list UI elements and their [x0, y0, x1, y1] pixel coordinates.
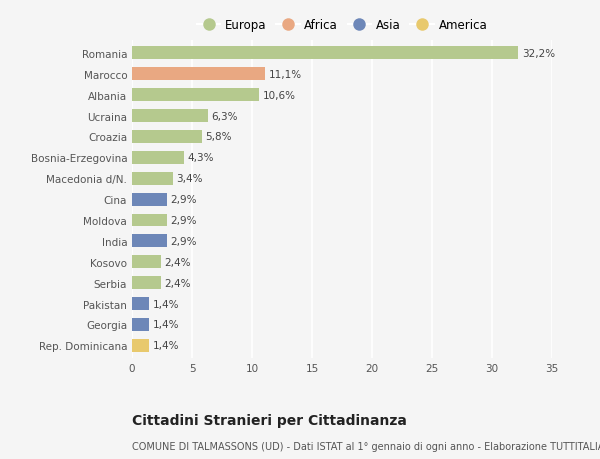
- Text: 2,9%: 2,9%: [170, 236, 197, 246]
- Bar: [132, 256, 161, 269]
- Bar: [132, 297, 149, 310]
- Text: 2,9%: 2,9%: [170, 216, 197, 225]
- Bar: [132, 68, 265, 81]
- Text: 1,4%: 1,4%: [152, 341, 179, 351]
- Legend: Europa, Africa, Asia, America: Europa, Africa, Asia, America: [193, 16, 491, 35]
- Bar: [132, 47, 518, 60]
- Text: 2,9%: 2,9%: [170, 195, 197, 205]
- Bar: [132, 193, 167, 206]
- Bar: [132, 318, 149, 331]
- Text: 4,3%: 4,3%: [187, 153, 214, 163]
- Text: 10,6%: 10,6%: [263, 90, 296, 101]
- Bar: [132, 339, 149, 352]
- Text: 3,4%: 3,4%: [176, 174, 203, 184]
- Bar: [132, 151, 184, 164]
- Text: COMUNE DI TALMASSONS (UD) - Dati ISTAT al 1° gennaio di ogni anno - Elaborazione: COMUNE DI TALMASSONS (UD) - Dati ISTAT a…: [132, 441, 600, 451]
- Text: 2,4%: 2,4%: [164, 278, 191, 288]
- Bar: [132, 110, 208, 123]
- Text: 5,8%: 5,8%: [205, 132, 232, 142]
- Bar: [132, 173, 173, 185]
- Text: 2,4%: 2,4%: [164, 257, 191, 267]
- Text: 11,1%: 11,1%: [269, 70, 302, 80]
- Bar: [132, 131, 202, 144]
- Bar: [132, 214, 167, 227]
- Text: 6,3%: 6,3%: [211, 112, 238, 121]
- Text: 32,2%: 32,2%: [522, 49, 555, 59]
- Text: 1,4%: 1,4%: [152, 319, 179, 330]
- Bar: [132, 235, 167, 248]
- Text: Cittadini Stranieri per Cittadinanza: Cittadini Stranieri per Cittadinanza: [132, 413, 407, 427]
- Bar: [132, 277, 161, 290]
- Text: 1,4%: 1,4%: [152, 299, 179, 309]
- Bar: [132, 89, 259, 102]
